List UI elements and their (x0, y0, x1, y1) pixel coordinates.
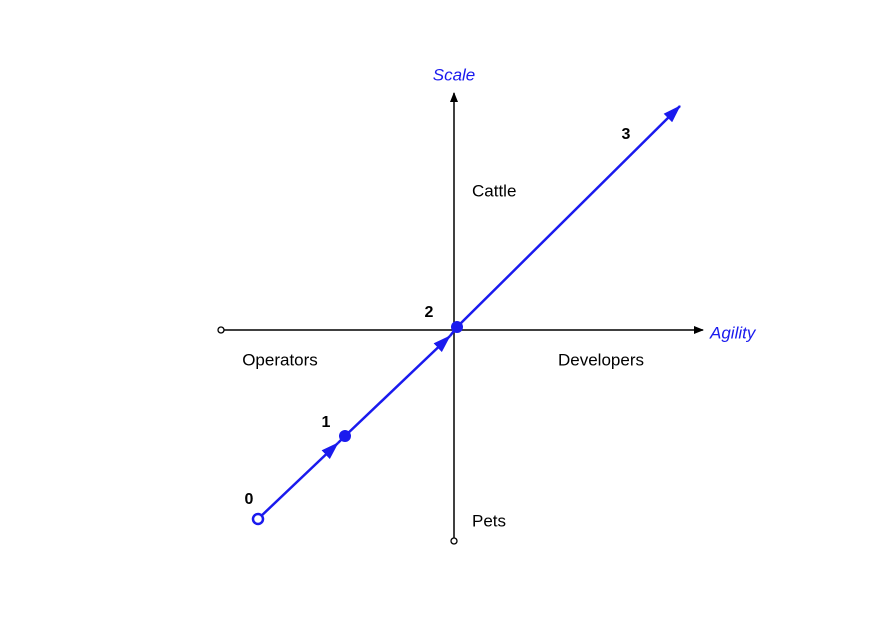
quadrant-label: Developers (558, 350, 644, 369)
axis-end (217, 326, 225, 334)
point-label: 1 (322, 414, 331, 431)
path-segment (344, 335, 451, 437)
path-segment (257, 442, 339, 520)
axis-label: Agility (709, 323, 757, 342)
path-segment (456, 105, 681, 328)
axis-label: Scale (433, 65, 476, 84)
path-point (451, 321, 463, 333)
path-point (339, 430, 351, 442)
quadrant-label: Pets (472, 511, 506, 530)
quadrant-label: Cattle (472, 181, 516, 200)
point-label: 2 (425, 304, 434, 321)
point-label: 3 (622, 126, 631, 143)
quadrant-label: Operators (242, 350, 318, 369)
start-point (251, 512, 265, 526)
point-label: 0 (245, 491, 254, 508)
axis-end (450, 537, 458, 545)
